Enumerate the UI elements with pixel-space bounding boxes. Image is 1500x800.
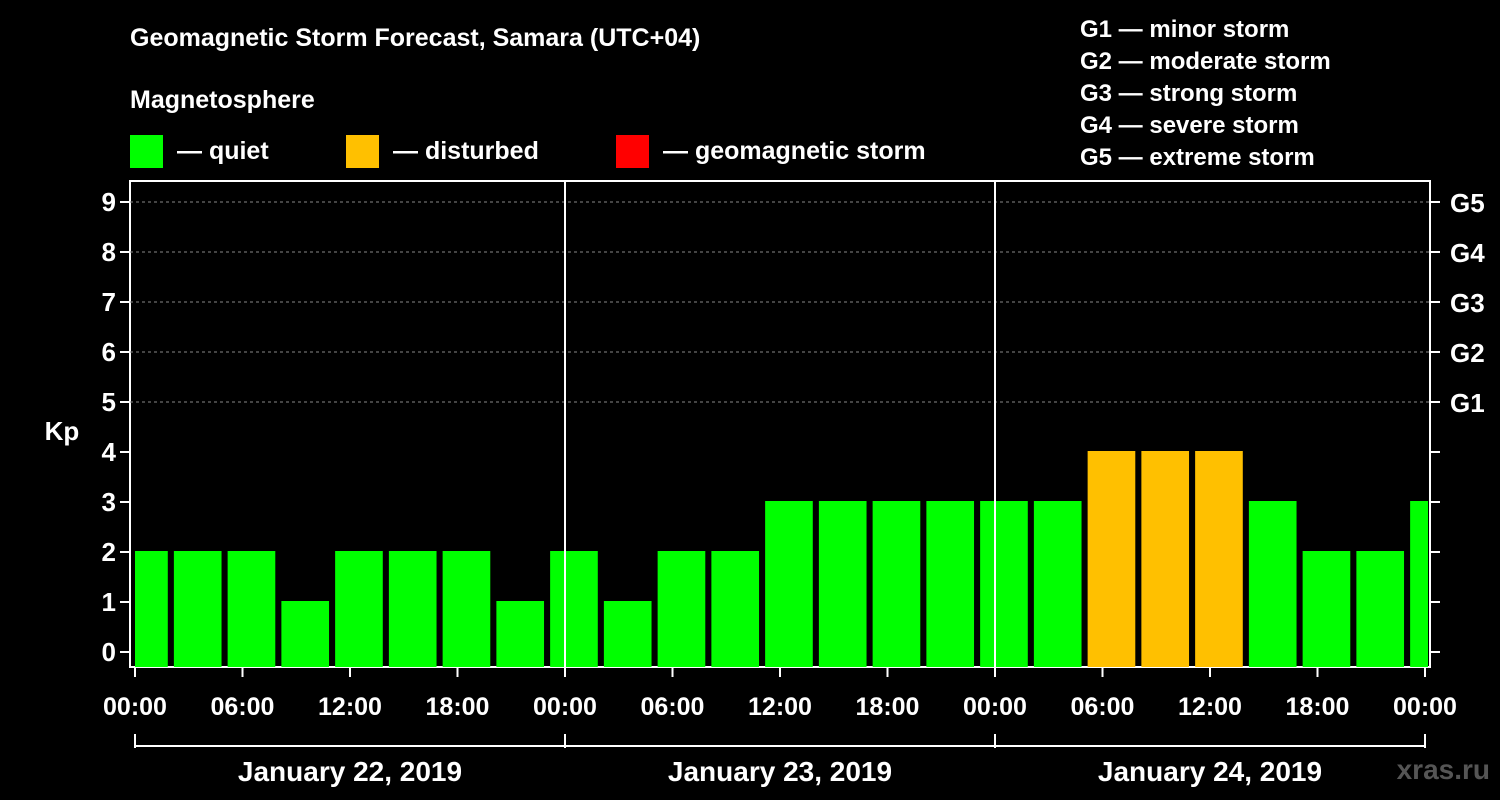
- kp-bar: [173, 551, 222, 667]
- kp-bar: [227, 551, 276, 667]
- y-tick-label: 5: [102, 387, 116, 417]
- watermark: xras.ru: [1396, 754, 1490, 785]
- legend-swatch-disturbed: [346, 134, 379, 168]
- y-tick-label: 4: [102, 437, 117, 467]
- kp-bar: [657, 551, 706, 667]
- x-tick-label: 00:00: [963, 693, 1027, 721]
- y-tick-label: 8: [102, 237, 116, 267]
- x-tick-label: 00:00: [1393, 693, 1457, 721]
- kp-bar: [442, 551, 491, 667]
- x-tick-label: 12:00: [748, 693, 812, 721]
- y-tick-label: 3: [102, 487, 116, 517]
- kp-bar: [1302, 551, 1351, 667]
- g-scale-item-g2: G2 — moderate storm: [1080, 48, 1331, 75]
- g-scale-item-g1: G1 — minor storm: [1080, 16, 1290, 43]
- kp-bar: [496, 601, 545, 667]
- g-scale-item-g5: G5 — extreme storm: [1080, 144, 1315, 171]
- kp-bar: [281, 601, 330, 667]
- y-tick-label: 2: [102, 537, 116, 567]
- chart-title: Geomagnetic Storm Forecast, Samara (UTC+…: [130, 24, 701, 52]
- legend-swatch-storm: [616, 134, 649, 168]
- kp-bar: [711, 551, 760, 667]
- legend-heading: Magnetosphere: [130, 86, 315, 114]
- y-tick-label: 9: [102, 187, 116, 217]
- day-label: January 22, 2019: [238, 756, 462, 787]
- x-tick-label: 12:00: [318, 693, 382, 721]
- legend-label-storm: — geomagnetic storm: [663, 136, 926, 165]
- kp-bar: [1087, 451, 1136, 667]
- g-scale-item-g4: G4 — severe storm: [1080, 112, 1299, 139]
- kp-bar: [872, 501, 921, 667]
- g-scale-legend: G1 — minor storm G2 — moderate storm G3 …: [1080, 14, 1331, 174]
- kp-bar: [1195, 451, 1243, 667]
- y-axis-title: Kp: [45, 416, 80, 446]
- kp-bar: [550, 551, 598, 667]
- kp-bar: [1033, 501, 1082, 667]
- kp-bar: [135, 551, 168, 667]
- kp-bar: [926, 501, 975, 667]
- kp-bar: [335, 551, 383, 667]
- x-tick-label: 06:00: [1071, 693, 1135, 721]
- kp-bar: [818, 501, 867, 667]
- x-tick-label: 12:00: [1178, 693, 1242, 721]
- g-scale-item-g3: G3 — strong storm: [1080, 80, 1298, 107]
- g-axis-label: G1: [1450, 388, 1485, 418]
- x-tick-label: 18:00: [426, 693, 490, 721]
- kp-bar: [1356, 551, 1405, 667]
- y-tick-label: 6: [102, 337, 116, 367]
- x-tick-label: 06:00: [211, 693, 275, 721]
- g-axis-label: G3: [1450, 288, 1485, 318]
- kp-bar: [1141, 451, 1190, 667]
- y-tick-label: 1: [102, 587, 116, 617]
- legend-item-storm: — geomagnetic storm: [616, 134, 926, 168]
- day-label: January 23, 2019: [668, 756, 892, 787]
- x-tick-label: 00:00: [103, 693, 167, 721]
- legend-swatch-quiet: [130, 134, 163, 168]
- day-label: January 24, 2019: [1098, 756, 1322, 787]
- g-axis-label: G4: [1450, 238, 1485, 268]
- kp-bar: [980, 501, 1028, 667]
- kp-bar: [765, 501, 813, 667]
- legend-item-disturbed: — disturbed: [346, 134, 539, 168]
- g-axis-label: G5: [1450, 188, 1485, 218]
- legend-item-quiet: — quiet: [130, 134, 269, 168]
- kp-bar: [1248, 501, 1297, 667]
- x-tick-label: 06:00: [641, 693, 705, 721]
- kp-bar: [1410, 501, 1428, 667]
- x-tick-label: 18:00: [1286, 693, 1350, 721]
- g-axis-label: G2: [1450, 338, 1485, 368]
- x-tick-label: 18:00: [856, 693, 920, 721]
- y-tick-label: 0: [102, 637, 116, 667]
- legend-label-quiet: — quiet: [177, 136, 269, 165]
- kp-bar: [603, 601, 652, 667]
- kp-bar: [388, 551, 437, 667]
- x-tick-label: 00:00: [533, 693, 597, 721]
- y-tick-label: 7: [102, 287, 116, 317]
- legend-label-disturbed: — disturbed: [393, 136, 539, 165]
